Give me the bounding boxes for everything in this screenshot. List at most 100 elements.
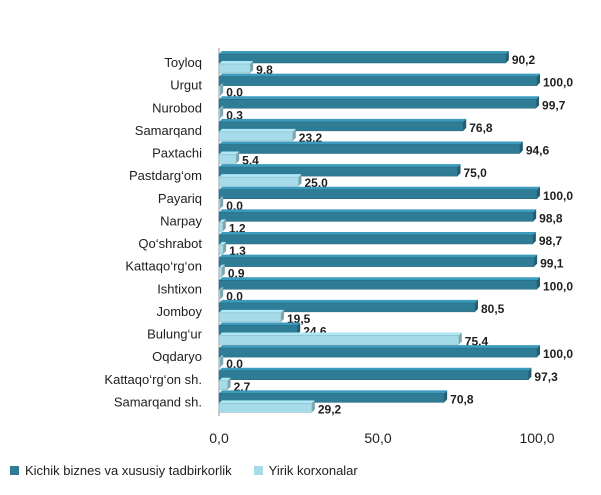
legend-swatch-large-enterprises	[253, 465, 263, 475]
legend-swatch-small-business	[10, 465, 19, 475]
data-label: 1,2	[229, 221, 246, 235]
bar-large-enterprises	[218, 244, 224, 255]
bar-side-face	[536, 96, 540, 109]
data-label: 0,3	[226, 108, 243, 122]
bar-top-face	[219, 209, 537, 213]
bar-top-face	[219, 309, 285, 313]
data-label: 9,8	[256, 63, 273, 77]
data-label: 0,0	[226, 357, 243, 371]
bar-small-business	[218, 370, 529, 380]
bar-small-business	[218, 121, 464, 132]
bar-small-business	[218, 189, 538, 199]
category-label: Jomboy	[156, 304, 202, 319]
bar-top-face	[219, 61, 254, 64]
bar-side-face	[458, 332, 462, 345]
bar-small-business	[218, 53, 507, 64]
bar-large-enterprises	[218, 312, 282, 323]
bar-side-face	[528, 367, 532, 380]
bar-top-face	[219, 377, 231, 381]
category-label: Narpay	[160, 213, 202, 228]
data-label: 99,1	[540, 257, 564, 271]
data-label: 100,0	[543, 347, 573, 361]
bar-chart: Toyloq 90,2 9,8 Urgut 100,0 0,0 Nurobod 99,7 0,3…	[104, 48, 573, 446]
data-label: 25,0	[305, 176, 329, 190]
bar-side-face	[220, 106, 224, 119]
bar-top-face	[219, 151, 240, 155]
category-label: Qo‘shrabot	[138, 236, 202, 251]
bar-side-face	[250, 61, 254, 73]
bar-top-face	[219, 186, 540, 190]
bar-small-business	[218, 166, 458, 177]
bar-side-face	[222, 219, 226, 232]
bar-top-face	[219, 83, 224, 87]
bar-small-business	[218, 393, 445, 403]
bar-large-enterprises	[218, 109, 221, 119]
bar-top-face	[219, 264, 225, 268]
bar-small-business	[218, 144, 521, 154]
bar-top-face	[219, 232, 536, 235]
data-label: 97,3	[534, 370, 558, 384]
bar-side-face	[298, 174, 302, 187]
data-label: 5,4	[242, 154, 259, 168]
bar-top-face	[219, 174, 302, 178]
bar-side-face	[537, 73, 540, 86]
bar-large-enterprises	[218, 199, 221, 209]
data-label: 1,3	[229, 244, 246, 258]
bar-top-face	[219, 106, 224, 110]
data-label: 99,7	[542, 98, 566, 112]
data-label: 19,5	[287, 312, 311, 326]
data-label: 98,8	[539, 211, 563, 225]
bar-large-enterprises	[218, 131, 294, 142]
category-label: Samarqand sh.	[114, 394, 202, 409]
bar-top-face	[219, 128, 296, 132]
bar-side-face	[221, 264, 225, 277]
data-label: 70,8	[450, 392, 474, 406]
bar-large-enterprises	[218, 222, 224, 232]
data-label: 75,4	[465, 335, 489, 349]
data-label: 23,2	[299, 131, 323, 145]
bar-small-business	[218, 212, 534, 222]
bar-side-face	[220, 355, 224, 368]
bar-side-face	[457, 164, 461, 177]
bar-side-face	[533, 209, 537, 222]
bar-top-face	[219, 51, 509, 54]
bar-side-face	[220, 287, 224, 300]
data-label: 90,2	[512, 53, 536, 67]
bar-large-enterprises	[218, 86, 221, 96]
bar-side-face	[534, 254, 538, 267]
bar-large-enterprises	[218, 63, 251, 74]
data-label: 100,0	[543, 279, 573, 293]
x-tick-label: 50,0	[364, 430, 391, 446]
bar-side-face	[297, 322, 301, 335]
bar-top-face	[219, 355, 224, 359]
category-label: Toyloq	[164, 55, 202, 70]
category-label: Kattaqo‘rg‘on sh.	[104, 372, 202, 387]
bar-top-face	[219, 164, 461, 168]
data-label: 29,2	[318, 402, 342, 416]
bar-top-face	[219, 73, 540, 77]
bar-side-face	[463, 118, 467, 131]
bar-large-enterprises	[218, 176, 299, 187]
bar-side-face	[220, 83, 224, 96]
bar-large-enterprises	[218, 290, 221, 300]
bar-top-face	[219, 332, 462, 336]
bar-top-face	[219, 219, 226, 223]
bar-top-face	[219, 400, 315, 404]
data-label: 0,0	[226, 199, 243, 213]
plot-area: Toyloq 90,2 9,8 Urgut 100,0 0,0 Nurobod 99,7 0,3…	[104, 48, 573, 446]
category-label: Oqdaryo	[152, 349, 202, 364]
bar-side-face	[444, 390, 448, 403]
bar-small-business	[218, 76, 538, 86]
bar-side-face	[227, 377, 231, 390]
bar-small-business	[218, 234, 534, 245]
data-label: 80,5	[481, 302, 505, 316]
bar-side-face	[292, 128, 296, 141]
bar-large-enterprises	[218, 154, 237, 164]
data-label: 0,0	[226, 86, 243, 100]
category-label: Samarqand	[135, 123, 202, 138]
bar-top-face	[219, 345, 540, 349]
bar-side-face	[223, 242, 227, 254]
bar-side-face	[281, 309, 285, 322]
bar-small-business	[218, 99, 537, 109]
bar-side-face	[537, 186, 540, 199]
